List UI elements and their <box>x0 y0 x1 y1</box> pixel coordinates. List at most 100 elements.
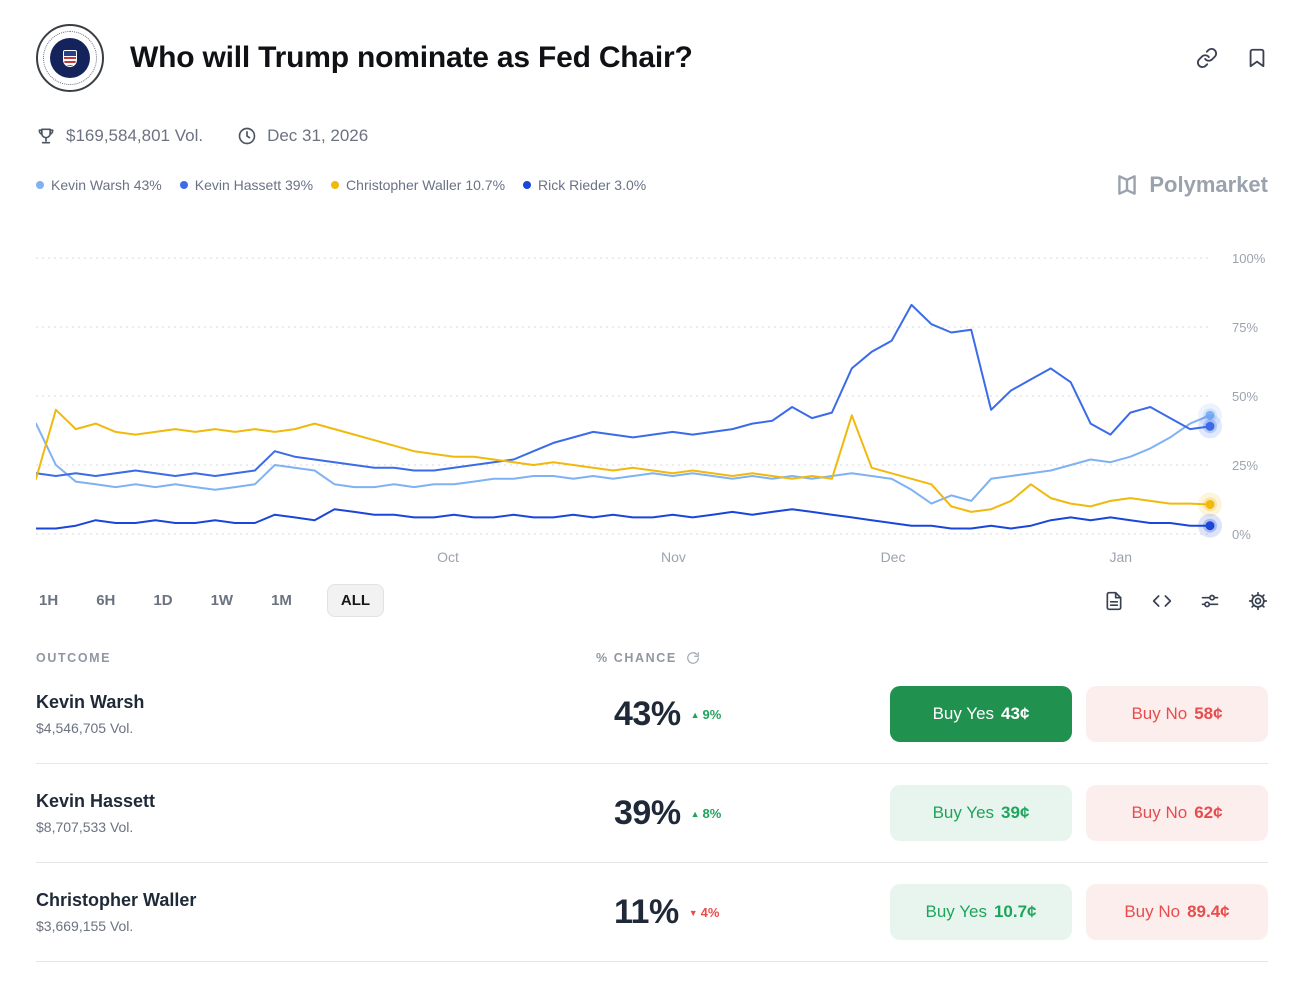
buy-no-price: 89.4¢ <box>1187 902 1230 921</box>
buy-yes-price: 39¢ <box>1001 803 1030 822</box>
refresh-icon[interactable] <box>686 651 700 665</box>
polymarket-watermark: Polymarket <box>1114 172 1268 198</box>
buy-yes-price: 10.7¢ <box>993 902 1037 921</box>
volume-total: $169,584,801 Vol. <box>66 126 204 145</box>
legend-item-rieder: Rick Rieder 3.0% <box>523 177 646 193</box>
timeframe-1m[interactable]: 1M <box>268 584 295 617</box>
outcome-name[interactable]: Kevin Warsh <box>36 692 145 712</box>
chance-column-header: % CHANCE <box>596 651 677 665</box>
buy-no-price: 62¢ <box>1194 803 1223 822</box>
embed-code-icon[interactable] <box>1152 591 1172 611</box>
trade-actions: Buy Yes 10.7¢ Buy No 89.4¢ <box>860 884 1268 940</box>
legend-label: Kevin Hassett 39% <box>194 177 314 193</box>
chart-tools <box>1104 591 1268 611</box>
buy-yes-button[interactable]: Buy Yes 43¢ <box>890 686 1072 742</box>
chance-change-value: 8% <box>702 805 722 821</box>
legend-item-waller: Christopher Waller 10.7% <box>331 177 505 193</box>
timeframe-6h[interactable]: 6H <box>93 584 118 617</box>
legend-label: Rick Rieder 3.0% <box>538 177 647 193</box>
page-title: Who will Trump nominate as Fed Chair? <box>130 41 693 74</box>
svg-text:50%: 50% <box>1232 389 1258 404</box>
clock-icon <box>237 126 257 146</box>
polymarket-logo-text: Polymarket <box>1149 172 1268 197</box>
outcome-row-christopher-waller: Christopher Waller $3,669,155 Vol. 11% 4… <box>36 863 1268 962</box>
chance-change-badge: 8% <box>691 805 722 821</box>
trade-actions: Buy Yes 39¢ Buy No 62¢ <box>860 785 1268 841</box>
end-date: Dec 31, 2026 <box>267 126 369 145</box>
market-header: Who will Trump nominate as Fed Chair? <box>36 24 1268 92</box>
stats-row: $169,584,801 Vol. Dec 31, 2026 <box>36 126 1268 146</box>
svg-text:Jan: Jan <box>1109 549 1132 565</box>
buy-no-label: Buy No <box>1124 902 1181 921</box>
outcome-row-kevin-warsh: Kevin Warsh $4,546,705 Vol. 43% 9% Buy Y… <box>36 665 1268 764</box>
chance-change-badge: 9% <box>691 706 722 722</box>
fed-seal-core <box>50 38 90 78</box>
buy-no-label: Buy No <box>1131 803 1188 822</box>
price-chart-svg[interactable]: 0% 25% 50% 75% 100% Oct Nov Dec Jan <box>35 208 1268 570</box>
chance-cell: 11% 4% <box>560 893 860 932</box>
buy-no-button[interactable]: Buy No 89.4¢ <box>1086 884 1268 940</box>
chance-cell: 43% 9% <box>560 695 860 734</box>
news-icon[interactable] <box>1104 591 1124 611</box>
svg-text:Oct: Oct <box>437 549 459 565</box>
svg-text:25%: 25% <box>1232 458 1258 473</box>
buy-yes-label: Buy Yes <box>932 803 995 822</box>
link-icon[interactable] <box>1196 47 1218 69</box>
legend-item-warsh: Kevin Warsh 43% <box>36 177 162 193</box>
timeframe-all[interactable]: ALL <box>326 584 385 617</box>
svg-text:100%: 100% <box>1232 251 1266 266</box>
chance-value: 39% <box>614 793 681 832</box>
buy-yes-price: 43¢ <box>1001 704 1030 723</box>
svg-text:Dec: Dec <box>881 549 906 565</box>
price-chart[interactable]: 0% 25% 50% 75% 100% Oct Nov Dec Jan <box>35 208 1268 570</box>
buy-yes-button[interactable]: Buy Yes 10.7¢ <box>890 884 1072 940</box>
outcome-volume: $3,669,155 Vol. <box>36 918 134 934</box>
outcome-column-header: OUTCOME <box>36 651 112 665</box>
buy-yes-button[interactable]: Buy Yes 39¢ <box>890 785 1072 841</box>
chance-change-value: 9% <box>702 706 722 722</box>
timeframe-1h[interactable]: 1H <box>36 584 61 617</box>
timeframe-1d[interactable]: 1D <box>150 584 175 617</box>
legend-label: Christopher Waller 10.7% <box>346 177 506 193</box>
svg-text:Nov: Nov <box>661 549 686 565</box>
legend-dot <box>331 181 340 189</box>
outcome-table-header: OUTCOME % CHANCE <box>36 651 1268 665</box>
indicators-icon[interactable] <box>1200 591 1220 611</box>
polymarket-logo-icon <box>1118 175 1137 195</box>
outcome-cell: Kevin Hassett $8,707,533 Vol. <box>36 791 560 835</box>
timeframe-group: 1H 6H 1D 1W 1M ALL <box>36 584 385 617</box>
legend-dot <box>36 181 44 189</box>
fed-seal-logo <box>36 24 104 92</box>
outcome-name[interactable]: Christopher Waller <box>36 890 197 910</box>
svg-text:75%: 75% <box>1232 320 1258 335</box>
header-actions <box>1196 47 1268 69</box>
bookmark-icon[interactable] <box>1246 47 1268 69</box>
timeframe-1w[interactable]: 1W <box>208 584 237 617</box>
legend-item-hassett: Kevin Hassett 39% <box>179 177 314 193</box>
buy-no-button[interactable]: Buy No 58¢ <box>1086 686 1268 742</box>
chart-controls: 1H 6H 1D 1W 1M ALL <box>36 584 1268 617</box>
buy-no-button[interactable]: Buy No 62¢ <box>1086 785 1268 841</box>
chance-value: 43% <box>614 694 681 733</box>
outcome-row-kevin-hassett: Kevin Hassett $8,707,533 Vol. 39% 8% Buy… <box>36 764 1268 863</box>
outcome-cell: Kevin Warsh $4,546,705 Vol. <box>36 692 560 736</box>
buy-no-price: 58¢ <box>1194 704 1223 723</box>
outcome-volume: $4,546,705 Vol. <box>36 720 134 736</box>
legend-dot <box>179 181 188 189</box>
settings-gear-icon[interactable] <box>1248 591 1268 611</box>
buy-no-label: Buy No <box>1131 704 1188 723</box>
buy-yes-label: Buy Yes <box>925 902 987 921</box>
chance-value: 11% <box>614 892 679 931</box>
chance-cell: 39% 8% <box>560 794 860 833</box>
outcome-name[interactable]: Kevin Hassett <box>36 791 156 811</box>
legend-dot <box>523 181 532 189</box>
trophy-icon <box>36 126 56 146</box>
chance-change-value: 4% <box>700 904 720 920</box>
fed-seal-shield <box>63 49 77 67</box>
trade-actions: Buy Yes 43¢ Buy No 58¢ <box>860 686 1268 742</box>
outcome-cell: Christopher Waller $3,669,155 Vol. <box>36 890 560 934</box>
svg-text:0%: 0% <box>1232 527 1251 542</box>
buy-yes-label: Buy Yes <box>932 704 995 723</box>
chart-legend: Kevin Warsh 43% Kevin Hassett 39% Christ… <box>36 172 1268 198</box>
